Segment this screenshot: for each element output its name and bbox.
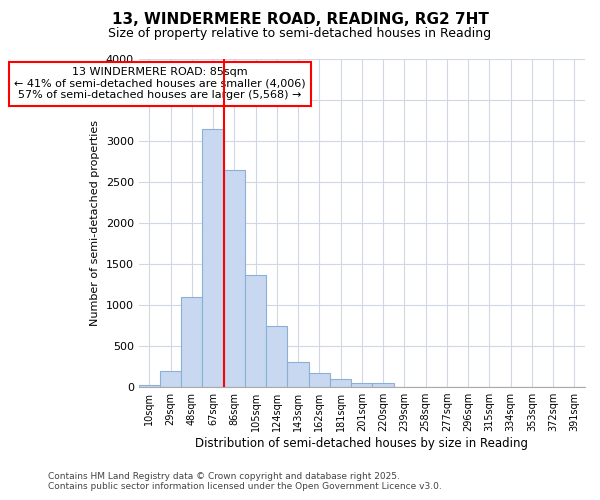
Bar xyxy=(202,128,224,387)
Bar xyxy=(181,297,202,387)
Bar xyxy=(266,326,287,387)
Bar xyxy=(245,274,266,387)
Bar xyxy=(287,362,309,387)
Text: 13 WINDERMERE ROAD: 85sqm
← 41% of semi-detached houses are smaller (4,006)
57% : 13 WINDERMERE ROAD: 85sqm ← 41% of semi-… xyxy=(14,67,306,100)
Bar xyxy=(139,386,160,387)
Bar xyxy=(330,379,351,387)
Bar xyxy=(373,383,394,387)
Y-axis label: Number of semi-detached properties: Number of semi-detached properties xyxy=(90,120,100,326)
Bar xyxy=(309,372,330,387)
X-axis label: Distribution of semi-detached houses by size in Reading: Distribution of semi-detached houses by … xyxy=(196,437,529,450)
Text: Size of property relative to semi-detached houses in Reading: Size of property relative to semi-detach… xyxy=(109,28,491,40)
Text: 13, WINDERMERE ROAD, READING, RG2 7HT: 13, WINDERMERE ROAD, READING, RG2 7HT xyxy=(112,12,488,28)
Bar xyxy=(224,170,245,387)
Bar xyxy=(351,383,373,387)
Text: Contains HM Land Registry data © Crown copyright and database right 2025.
Contai: Contains HM Land Registry data © Crown c… xyxy=(48,472,442,491)
Bar xyxy=(160,370,181,387)
